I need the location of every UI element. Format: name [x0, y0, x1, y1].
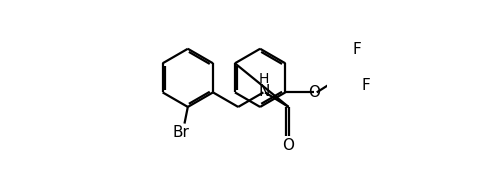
- Text: O: O: [308, 85, 320, 100]
- Text: H: H: [259, 72, 269, 86]
- Text: F: F: [352, 42, 361, 57]
- Text: Br: Br: [173, 125, 189, 140]
- Text: F: F: [362, 78, 371, 93]
- Text: N: N: [259, 84, 270, 99]
- Text: O: O: [282, 138, 295, 153]
